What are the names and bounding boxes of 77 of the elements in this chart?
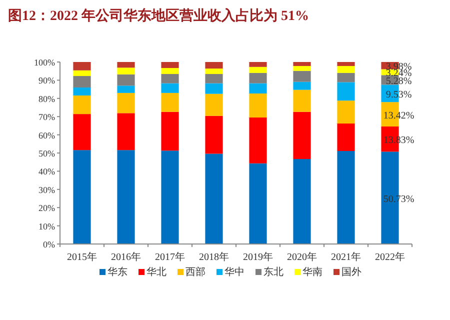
bar [205,154,223,244]
bar [161,74,179,84]
bar [73,76,91,88]
title: 图12：2022 年公司华东地区营业收入占比为 51% [8,9,309,24]
bar [117,68,135,74]
bar [205,94,223,116]
bar [161,150,179,244]
y-tick-label: 0% [43,240,56,250]
bar [249,72,267,84]
bar [117,62,135,68]
bar [161,62,179,68]
bar [337,151,355,244]
x-tick-label: 2015年 [67,251,97,263]
y-tick-label: 10% [38,221,56,232]
bar [293,70,311,82]
bar [161,68,179,74]
x-tick-label: 2017年 [155,251,185,263]
bar [73,70,91,76]
bar [161,92,179,112]
bar [73,114,91,150]
bar [249,93,267,118]
bar [205,68,223,74]
y-tick-label: 80% [38,94,56,104]
bar [249,62,267,67]
x-tick-label: 2022年 [375,251,405,263]
y-tick-label: 90% [38,76,56,86]
bar [337,66,355,73]
legend-label: 华东 [108,266,128,278]
y-tick-label: 100% [34,58,56,68]
bar [161,112,179,151]
y-tick-label: 70% [38,112,56,122]
bar [249,163,267,244]
bar [161,83,179,93]
bar [293,90,311,112]
x-tick-label: 2021年 [331,251,361,263]
bar [205,62,223,69]
bar [117,92,135,114]
bar [337,72,355,82]
bar [337,82,355,101]
y-tick-label: 50% [38,148,56,158]
bar [293,159,311,244]
bar [337,62,355,66]
x-tick-label: 2019年 [243,251,273,263]
bar [249,66,267,73]
bar [205,116,223,154]
y-tick-label: 60% [38,130,56,140]
bar [117,113,135,150]
bar [117,74,135,86]
legend-label: 华南 [302,266,322,278]
bar [337,124,355,151]
bar [205,74,223,84]
bar [293,112,311,160]
legend-label: 华中 [224,266,244,278]
bar [73,87,91,96]
bar [117,150,135,244]
legend-label: 东北 [264,266,284,278]
bar [249,118,267,164]
y-tick-label: 40% [38,166,56,177]
bar [249,83,267,94]
bar [293,66,311,71]
y-tick-label: 30% [38,184,56,195]
x-tick-label: 2020年 [287,251,317,263]
bar [293,62,311,66]
bar [117,86,135,93]
bar [205,83,223,94]
data-label: 5.28% [386,76,412,87]
y-tick-label: 20% [38,203,56,214]
legend-label: 国外 [342,267,362,278]
bar [73,62,91,70]
bar [73,95,91,114]
bar [293,82,311,90]
x-tick-label: 2016年 [111,251,141,263]
x-tick-label: 2018年 [199,251,229,263]
bar [73,150,91,244]
bar [337,100,355,124]
legend-label: 西部 [186,266,206,278]
legend-label: 华北 [146,266,166,278]
